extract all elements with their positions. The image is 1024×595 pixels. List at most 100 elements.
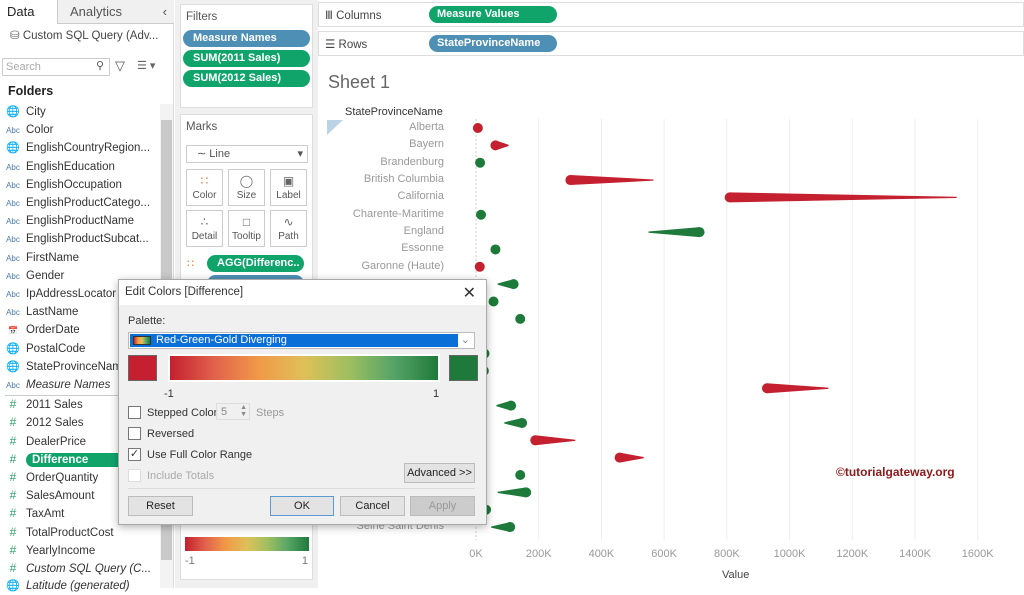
- palette-select[interactable]: Red-Green-Gold Diverging ⌄: [128, 332, 475, 349]
- mark-head: [490, 140, 501, 151]
- start-color-swatch[interactable]: [128, 355, 157, 381]
- label-button[interactable]: ▣ Label: [270, 169, 307, 206]
- field-item[interactable]: Abc Measure Names: [0, 376, 160, 394]
- tooltip-button[interactable]: □ Tooltip: [228, 210, 265, 247]
- color-legend-card: -1 1: [180, 518, 313, 580]
- field-item[interactable]: Abc EnglishProductName: [0, 212, 160, 230]
- rows-label: Rows: [338, 39, 368, 51]
- globe-icon: 🌐: [6, 342, 20, 355]
- row-mark[interactable]: [565, 175, 654, 186]
- x-tick-label: 1000K: [773, 548, 806, 560]
- cancel-button[interactable]: Cancel: [340, 496, 405, 516]
- row-mark[interactable]: [515, 313, 526, 324]
- row-mark[interactable]: [530, 435, 576, 446]
- row-label: Charente-Maritime: [352, 207, 444, 220]
- full-color-range-checkbox[interactable]: ✓: [128, 448, 141, 461]
- field-item[interactable]: # Difference: [0, 450, 160, 468]
- field-item[interactable]: Abc EnglishProductSubcat...: [0, 230, 160, 248]
- reversed-checkbox[interactable]: [128, 427, 141, 440]
- field-item[interactable]: #2011 Sales: [0, 395, 160, 413]
- divider: [5, 395, 155, 397]
- ok-button[interactable]: OK: [270, 496, 334, 516]
- full-color-range-label: Use Full Color Range: [147, 449, 253, 461]
- rows-pill[interactable]: StateProvinceName: [429, 35, 557, 52]
- path-button[interactable]: ∿ Path: [270, 210, 307, 247]
- field-item[interactable]: Abc Color: [0, 121, 160, 139]
- row-mark[interactable]: [496, 400, 517, 411]
- view-options-icon[interactable]: ☰ ▾: [137, 60, 156, 72]
- field-item[interactable]: 🌐 EnglishCountryRegion...: [0, 139, 160, 157]
- row-mark[interactable]: [648, 227, 705, 238]
- row-mark[interactable]: [761, 383, 829, 394]
- row-mark[interactable]: [490, 244, 501, 255]
- color-ramp[interactable]: [168, 354, 440, 382]
- field-item[interactable]: Abc EnglishOccupation: [0, 176, 160, 194]
- filter-pill[interactable]: SUM(2012 Sales): [183, 70, 310, 87]
- row-mark[interactable]: [490, 140, 509, 151]
- row-mark[interactable]: [497, 487, 532, 498]
- collapse-chevron-icon[interactable]: ‹: [162, 4, 167, 19]
- columns-pill[interactable]: Measure Values: [429, 6, 557, 23]
- marks-title: Marks: [186, 121, 218, 133]
- field-item[interactable]: # TaxAmt: [0, 504, 160, 522]
- field-label: EnglishCountryRegion...: [26, 142, 151, 155]
- field-item[interactable]: # TotalProductCost: [0, 523, 160, 541]
- row-header[interactable]: StateProvinceName: [345, 106, 443, 118]
- row-mark[interactable]: [475, 157, 486, 168]
- detail-button[interactable]: ∴ Detail: [186, 210, 223, 247]
- search-icon[interactable]: ⚲: [96, 60, 105, 72]
- tab-analytics[interactable]: Analytics: [58, 0, 174, 24]
- field-item[interactable]: # Custom SQL Query (C...: [0, 559, 160, 577]
- row-label: Garonne (Haute): [361, 259, 444, 272]
- color-pill[interactable]: AGG(Differenc..: [207, 255, 304, 272]
- row-mark[interactable]: [724, 192, 957, 203]
- row-mark[interactable]: [474, 261, 485, 272]
- field-item[interactable]: Abc FirstName: [0, 249, 160, 267]
- filter-pill[interactable]: SUM(2011 Sales): [183, 50, 310, 67]
- field-item[interactable]: #2012 Sales: [0, 413, 160, 431]
- close-icon[interactable]: ✕: [462, 285, 476, 302]
- advanced-button[interactable]: Advanced >>: [404, 463, 475, 483]
- field-item[interactable]: Abc IpAddressLocator: [0, 285, 160, 303]
- x-tick-label: 1200K: [836, 548, 869, 560]
- row-mark[interactable]: [472, 123, 483, 133]
- field-item[interactable]: # OrderQuantity: [0, 468, 160, 486]
- end-color-swatch[interactable]: [449, 355, 478, 381]
- steps-stepper[interactable]: 5 ▲ ▼: [216, 403, 250, 420]
- sort-indicator-icon[interactable]: [327, 120, 343, 135]
- color-button[interactable]: ∷ Color: [186, 169, 223, 206]
- row-mark[interactable]: [515, 470, 526, 480]
- field-item[interactable]: 🌐 StateProvinceName: [0, 358, 160, 376]
- stepper-arrows-icon[interactable]: ▲ ▼: [240, 404, 247, 418]
- stepped-color-checkbox[interactable]: [128, 406, 141, 419]
- search-input[interactable]: Search: [2, 58, 110, 76]
- size-button[interactable]: ◯ Size: [228, 169, 265, 206]
- row-mark[interactable]: [476, 209, 487, 220]
- row-mark[interactable]: [488, 296, 499, 307]
- filter-icon[interactable]: ▽: [115, 58, 125, 73]
- columns-shelf[interactable]: Ⅲ Columns Measure Values: [318, 2, 1024, 27]
- field-item[interactable]: Abc Gender: [0, 267, 160, 285]
- field-item[interactable]: 🌐 PostalCode: [0, 340, 160, 358]
- mark-type-select[interactable]: ∼ Line ▾: [186, 145, 308, 163]
- field-item[interactable]: Abc EnglishEducation: [0, 158, 160, 176]
- field-item[interactable]: Abc EnglishProductCatego...: [0, 194, 160, 212]
- filter-pill[interactable]: Measure Names: [183, 30, 310, 47]
- field-item[interactable]: # SalesAmount: [0, 486, 160, 504]
- datasource[interactable]: ⛁ Custom SQL Query (Adv...: [10, 28, 158, 44]
- rows-shelf[interactable]: ☰ Rows StateProvinceName: [318, 31, 1024, 56]
- tab-data[interactable]: Data: [0, 0, 58, 24]
- row-mark[interactable]: [614, 452, 644, 463]
- row-mark[interactable]: [497, 279, 519, 290]
- field-item[interactable]: # DealerPrice: [0, 432, 160, 450]
- field-label: Difference: [26, 452, 129, 467]
- field-item[interactable]: # YearlyIncome: [0, 541, 160, 559]
- field-label: Gender: [26, 269, 65, 282]
- row-mark[interactable]: [491, 522, 516, 533]
- field-item[interactable]: 📅 OrderDate: [0, 321, 160, 339]
- field-item[interactable]: Abc LastName: [0, 303, 160, 321]
- row-mark[interactable]: [504, 417, 528, 428]
- reset-button[interactable]: Reset: [128, 496, 193, 516]
- field-label: Color: [26, 124, 54, 137]
- field-item[interactable]: 🌐 City: [0, 103, 160, 121]
